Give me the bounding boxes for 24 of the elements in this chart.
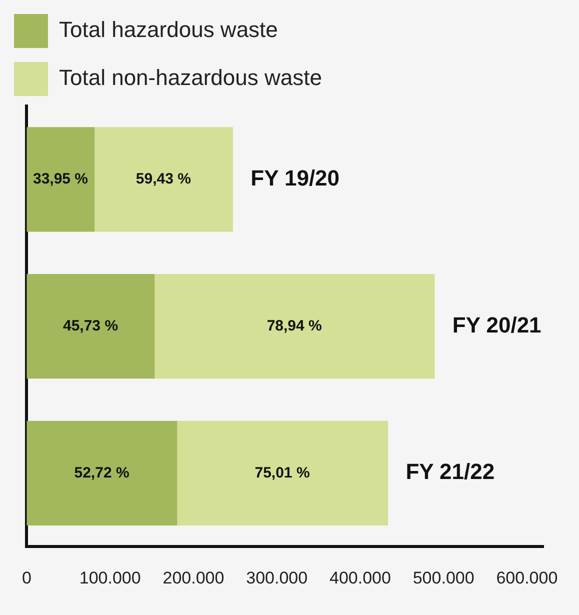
x-tick-label: 100.000 <box>79 568 141 588</box>
bar <box>26 420 178 526</box>
x-tick-label: 300.000 <box>246 568 308 588</box>
y-tick-label: FY 19/20 <box>250 165 340 190</box>
legend-label: Total hazardous waste <box>59 17 278 42</box>
annotation: 52,72 % <box>74 464 130 482</box>
bar <box>26 274 155 379</box>
x-tick-label: 500.000 <box>412 568 474 588</box>
annotation: 45,73 % <box>62 317 118 334</box>
bar <box>176 420 388 526</box>
x-tick-label: 0 <box>22 568 32 588</box>
y-tick-label: FY 20/21 <box>452 312 542 338</box>
bar <box>94 127 233 232</box>
annotation: 78,94 % <box>266 317 322 334</box>
annotation: 33,95 % <box>32 170 88 188</box>
legend-label: Total non-hazardous waste <box>59 65 322 90</box>
annotation: 59,43 % <box>136 170 191 188</box>
bar <box>26 127 95 232</box>
bar <box>154 274 435 379</box>
x-tick-label: 600.000 <box>496 568 558 588</box>
x-tick-label: 400.000 <box>329 568 391 588</box>
y-tick-label: FY 21/22 <box>406 459 495 484</box>
x-tick-label: 200.000 <box>162 568 224 588</box>
annotation: 75,01 % <box>254 464 310 482</box>
